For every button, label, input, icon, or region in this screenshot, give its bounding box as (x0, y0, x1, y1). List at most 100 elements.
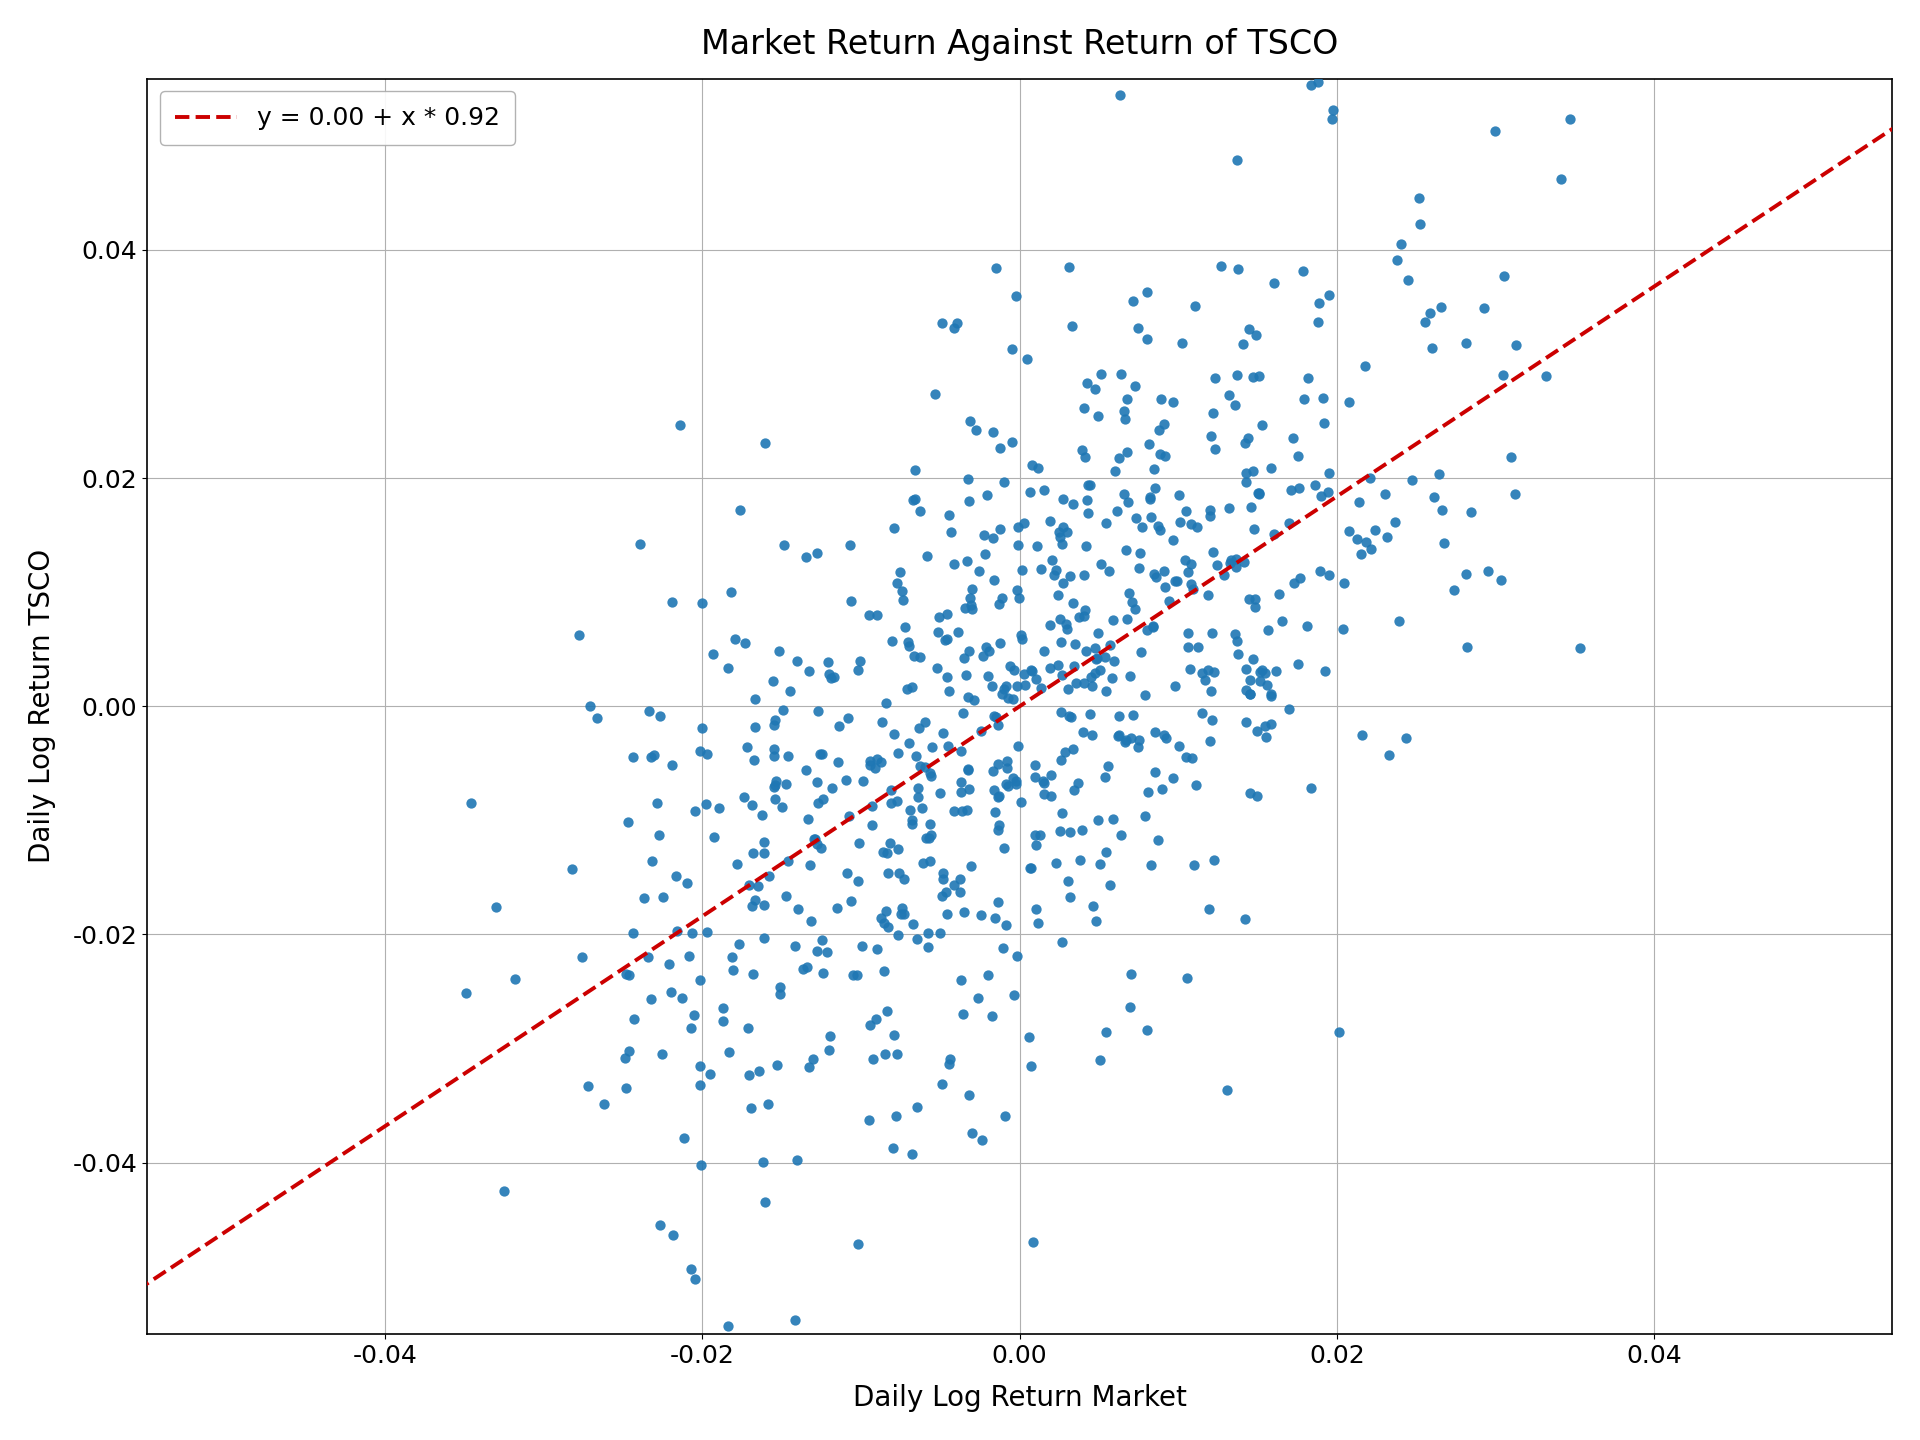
Point (1279, 572, 1309, 595)
Point (948, 900, 979, 923)
Point (879, 721, 910, 744)
Point (954, 639, 985, 662)
Point (1438, 577, 1469, 600)
Point (1060, 632, 1091, 655)
Point (1016, 658, 1046, 681)
Point (1173, 560, 1204, 583)
Point (762, 1054, 793, 1077)
Point (1221, 148, 1252, 171)
Point (1044, 608, 1075, 631)
Point (1002, 516, 1033, 539)
Point (1021, 667, 1052, 690)
Point (866, 750, 897, 773)
Point (1119, 598, 1150, 621)
Point (977, 420, 1008, 444)
Point (1283, 445, 1313, 468)
Point (1175, 553, 1206, 576)
Point (724, 932, 755, 955)
Point (933, 1053, 964, 1076)
Point (1085, 1048, 1116, 1071)
Point (1146, 387, 1177, 410)
Point (1135, 485, 1165, 508)
Point (1235, 683, 1265, 706)
Point (972, 635, 1002, 658)
Point (856, 1047, 887, 1070)
Point (883, 863, 914, 886)
Point (904, 716, 935, 739)
Point (968, 644, 998, 667)
Point (737, 841, 768, 864)
Point (947, 701, 977, 724)
Point (1173, 635, 1204, 658)
Point (793, 1056, 824, 1079)
Point (1020, 753, 1050, 776)
Y-axis label: Daily Log Return TSCO: Daily Log Return TSCO (27, 549, 56, 864)
Point (874, 832, 904, 855)
Point (1075, 474, 1106, 497)
Point (1073, 474, 1104, 497)
Point (1043, 654, 1073, 677)
Point (582, 707, 612, 730)
Point (897, 675, 927, 698)
Point (1092, 755, 1123, 778)
Point (1231, 658, 1261, 681)
Point (876, 779, 906, 802)
Point (989, 469, 1020, 492)
Point (991, 914, 1021, 937)
Point (897, 808, 927, 831)
Point (1114, 665, 1144, 688)
Point (1125, 541, 1156, 564)
Point (564, 624, 595, 647)
Point (1083, 809, 1114, 832)
Point (1112, 387, 1142, 410)
Point (935, 521, 966, 544)
Point (1058, 737, 1089, 760)
Point (1121, 505, 1152, 528)
Point (1046, 801, 1077, 824)
Point (897, 913, 927, 936)
Point (1071, 534, 1102, 557)
Point (1306, 485, 1336, 508)
Point (1158, 528, 1188, 552)
Point (1131, 1018, 1162, 1041)
Point (712, 1315, 743, 1338)
Point (657, 981, 687, 1004)
Point (1171, 500, 1202, 523)
Point (1486, 569, 1517, 592)
Point (1350, 354, 1380, 377)
Point (904, 500, 935, 523)
Point (1235, 318, 1265, 341)
Point (1021, 534, 1052, 557)
Point (927, 721, 958, 744)
Point (835, 534, 866, 557)
Point (1050, 612, 1081, 635)
Point (1227, 333, 1258, 356)
Point (1096, 609, 1127, 632)
Legend: y = 0.00 + x * 0.92: y = 0.00 + x * 0.92 (159, 91, 515, 145)
Point (1135, 488, 1165, 511)
Point (1075, 665, 1106, 688)
Point (1150, 575, 1181, 598)
Point (860, 1007, 891, 1030)
Point (1158, 766, 1188, 789)
Point (1085, 852, 1116, 876)
Point (781, 649, 812, 672)
Point (1404, 186, 1434, 209)
Point (889, 589, 920, 612)
Point (973, 639, 1004, 662)
Point (1238, 517, 1269, 540)
Point (685, 1153, 716, 1176)
Point (914, 827, 945, 850)
Point (1091, 765, 1121, 788)
Point (954, 490, 985, 513)
Point (1194, 899, 1225, 922)
Point (881, 1043, 912, 1066)
Point (868, 959, 899, 982)
Point (1196, 680, 1227, 703)
Point (488, 1179, 518, 1202)
Point (914, 936, 945, 959)
Point (835, 890, 866, 913)
Point (1079, 636, 1110, 660)
Point (1139, 562, 1169, 585)
Point (916, 736, 947, 759)
